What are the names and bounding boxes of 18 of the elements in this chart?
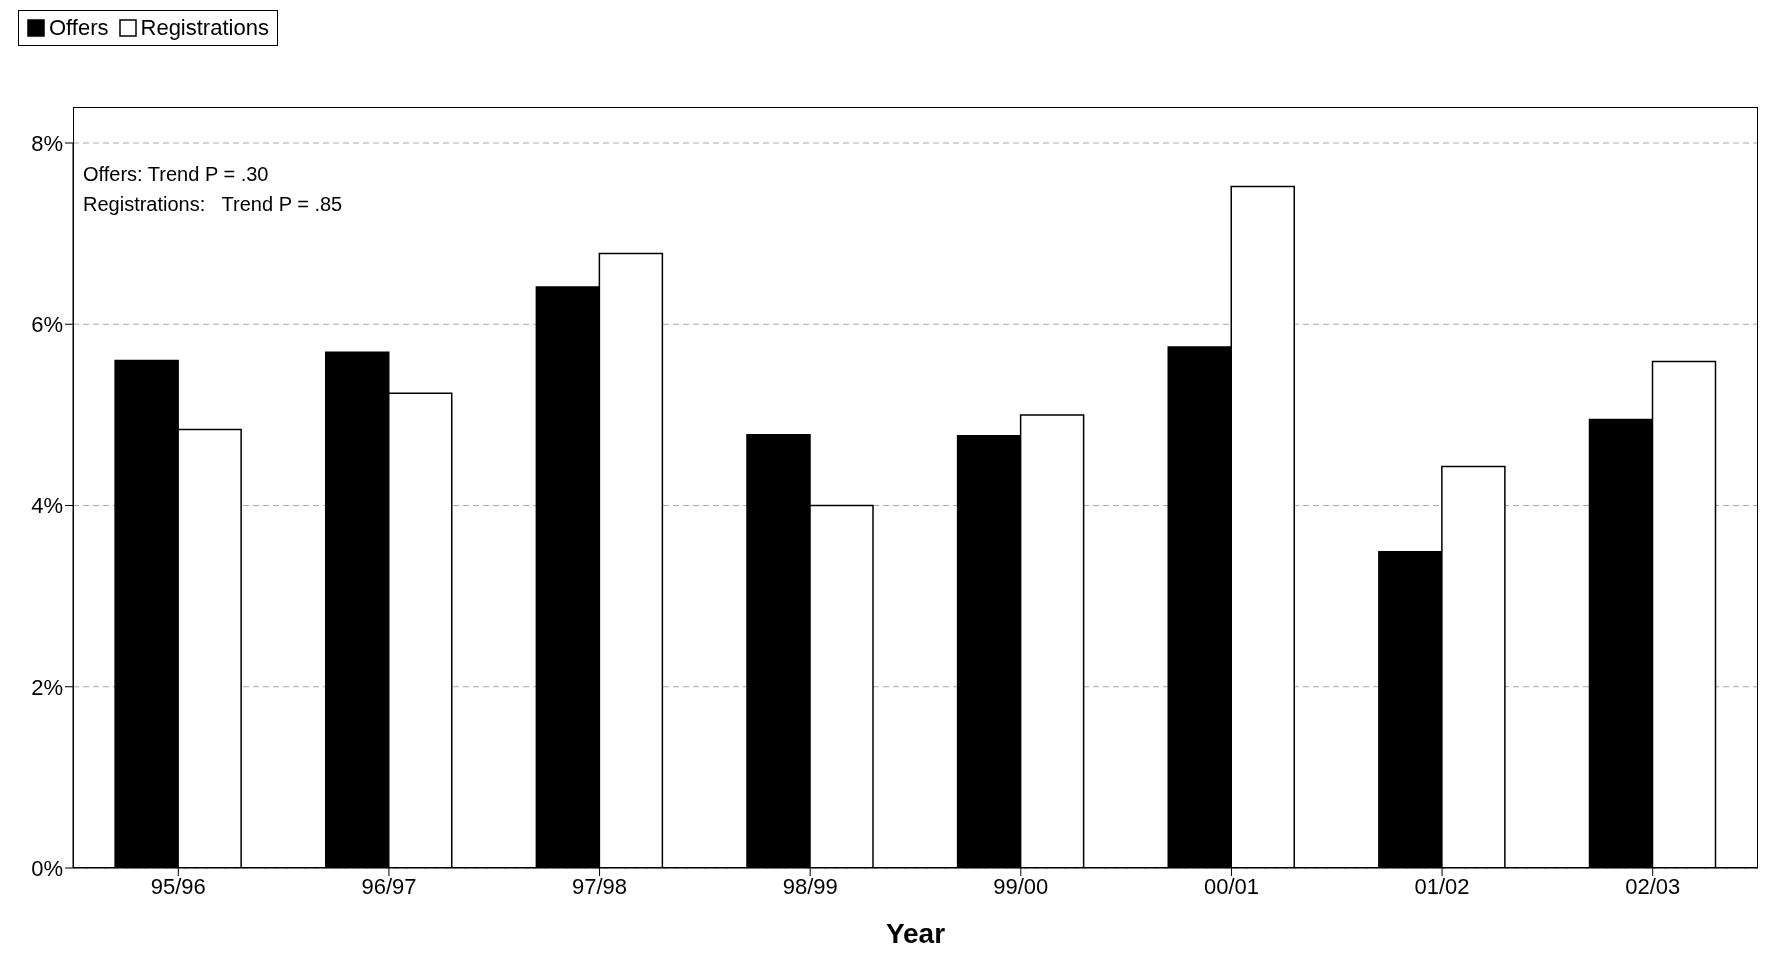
x-tick-label: 97/98: [572, 873, 628, 899]
x-tick-label: 00/01: [1203, 873, 1259, 899]
legend-label: Registrations: [140, 15, 269, 41]
annotation: Registrations: Trend P = .85: [83, 192, 343, 217]
y-tick-label: 8%: [31, 130, 63, 156]
y-tick-label: 0%: [31, 855, 63, 881]
x-tick-label: 01/02: [1414, 873, 1470, 899]
x-tick-label: 99/00: [993, 873, 1049, 899]
y-tick-label: 6%: [31, 312, 63, 338]
x-tick-label: 98/99: [782, 873, 838, 899]
y-tick-label: 2%: [31, 674, 63, 700]
x-axis-title: Year: [885, 918, 946, 949]
annotation: Offers: Trend P = .30: [83, 162, 270, 187]
x-tick-label: 02/03: [1625, 873, 1681, 899]
legend-label: Offers: [49, 15, 109, 41]
y-tick-label: 4%: [31, 493, 63, 519]
x-tick-label: 95/96: [150, 873, 206, 899]
x-tick-label: 96/97: [361, 873, 417, 899]
